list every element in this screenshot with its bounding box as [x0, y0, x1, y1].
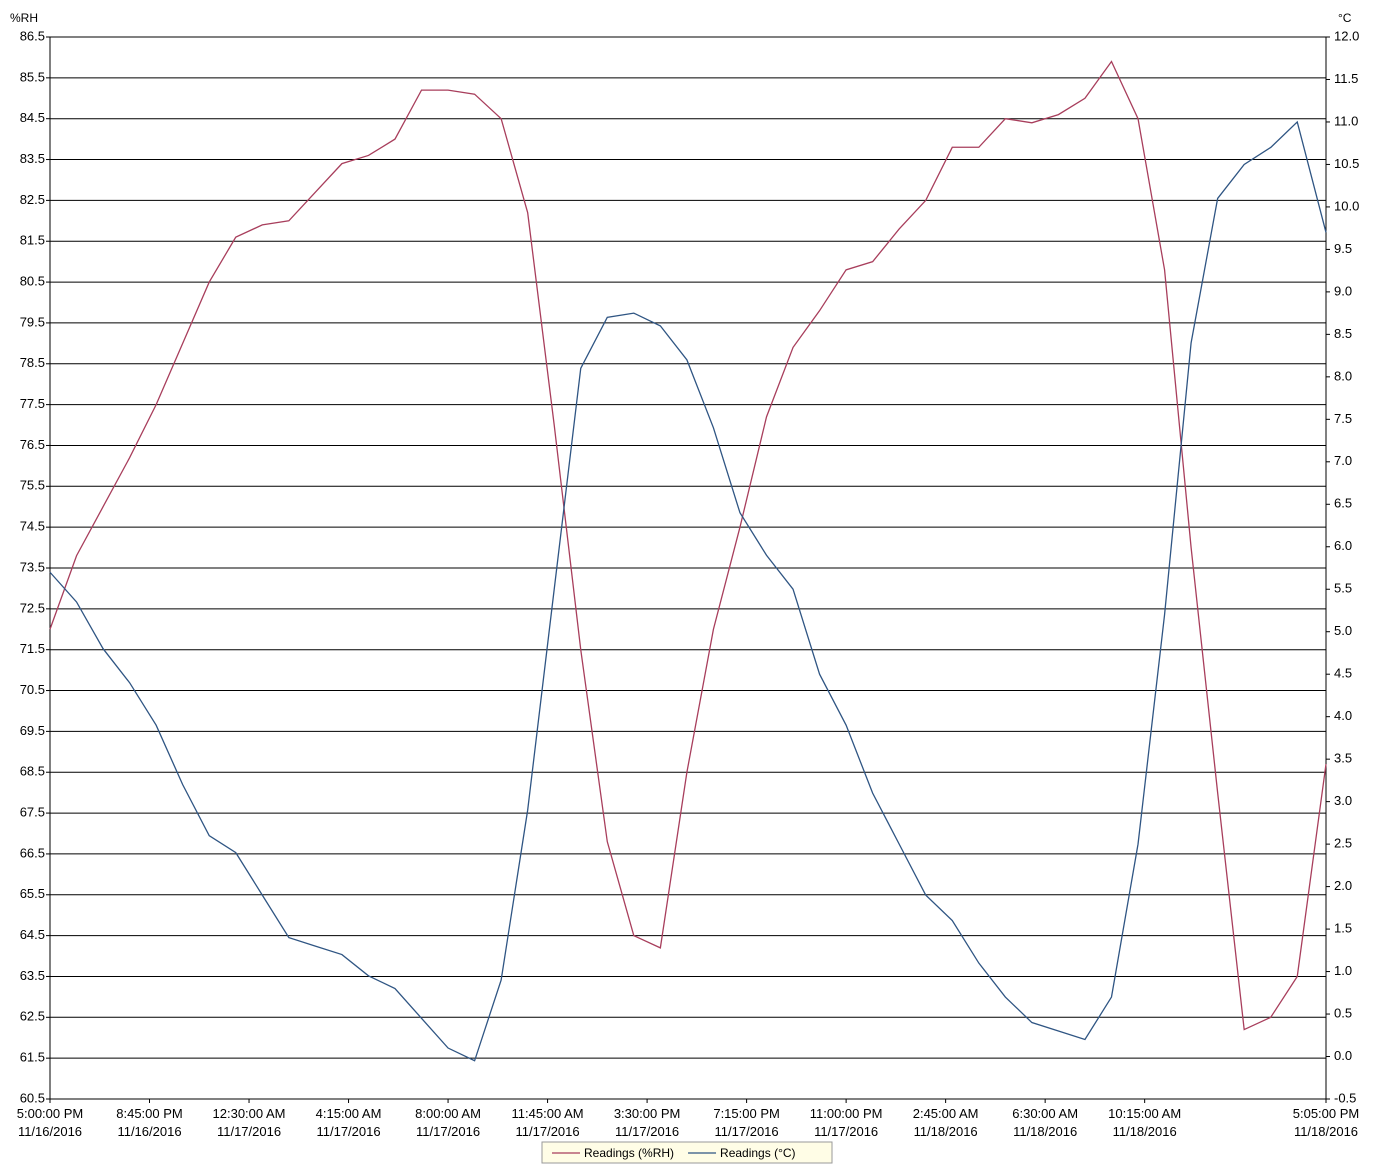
y-tick-label: 79.5	[20, 314, 45, 329]
y2-tick-label: 6.0	[1334, 538, 1352, 553]
y-tick-label: 62.5	[20, 1009, 45, 1024]
y-tick-label: 80.5	[20, 274, 45, 289]
y-tick-label: 76.5	[20, 437, 45, 452]
y-tick-label: 61.5	[20, 1050, 45, 1065]
y-tick-label: 68.5	[20, 764, 45, 779]
series-line	[49, 120, 1327, 1062]
series-line	[49, 60, 1327, 1031]
y2-tick-label: 0.0	[1334, 1048, 1352, 1063]
y-tick-label: 77.5	[20, 396, 45, 411]
y-tick-label: 69.5	[20, 723, 45, 738]
y2-tick-label: 11.0	[1334, 113, 1358, 128]
x-tick-label: 2:45:00 AM 11/18/2016	[913, 1106, 979, 1139]
y-tick-label: 81.5	[20, 233, 45, 248]
x-tick-label: 8:45:00 PM 11/16/2016	[116, 1106, 183, 1139]
y-tick-label: 67.5	[20, 805, 45, 820]
y-tick-label: 70.5	[20, 682, 45, 697]
x-tick-label: 3:30:00 PM 11/17/2016	[614, 1106, 681, 1139]
y2-tick-label: 8.5	[1334, 326, 1352, 341]
y2-tick-label: 6.5	[1334, 496, 1352, 511]
y-tick-label: 63.5	[20, 968, 45, 983]
y-tick-label: 85.5	[20, 69, 45, 84]
y-tick-label: 86.5	[20, 28, 45, 43]
y2-tick-label: -0.5	[1334, 1090, 1356, 1105]
y-tick-label: 65.5	[20, 886, 45, 901]
x-tick-label: 5:00:00 PM 11/16/2016	[17, 1106, 84, 1139]
y-tick-label: 78.5	[20, 355, 45, 370]
legend-box	[541, 1141, 833, 1164]
legend: Readings (%RH) Readings (°C)	[541, 1141, 833, 1164]
y-tick-label: 73.5	[20, 559, 45, 574]
y-tick-label: 72.5	[20, 600, 45, 615]
y-tick-label: 60.5	[20, 1090, 45, 1105]
x-tick-label: 8:00:00 AM 11/17/2016	[415, 1106, 481, 1139]
y2-tick-label: 1.5	[1334, 921, 1352, 936]
y-tick-label: 71.5	[20, 641, 45, 656]
legend-label: Readings (%RH)	[584, 1146, 674, 1160]
y2-tick-label: 10.5	[1334, 156, 1359, 171]
y2-tick-label: 4.5	[1334, 666, 1352, 681]
y-tick-label: 82.5	[20, 192, 45, 207]
y2-tick-label: 7.0	[1334, 453, 1352, 468]
y-tick-label: 74.5	[20, 519, 45, 534]
y2-tick-label: 0.5	[1334, 1005, 1352, 1020]
y-axis-label: %RH	[10, 11, 38, 25]
x-tick-label: 7:15:00 PM 11/17/2016	[713, 1106, 780, 1139]
x-tick-label: 11:00:00 PM 11/17/2016	[810, 1106, 883, 1139]
y-tick-label: 75.5	[20, 478, 45, 493]
x-tick-label: 10:15:00 AM 11/18/2016	[1108, 1106, 1181, 1139]
y2-tick-label: 8.0	[1334, 368, 1352, 383]
y2-tick-label: 11.5	[1334, 71, 1358, 86]
y2-tick-label: 3.0	[1334, 793, 1352, 808]
x-tick-label: 5:05:00 PM 11/18/2016	[1293, 1106, 1360, 1139]
y2-tick-label: 1.0	[1334, 963, 1352, 978]
y2-tick-label: 9.0	[1334, 283, 1352, 298]
y2-tick-label: 7.5	[1334, 411, 1352, 426]
y2-tick-label: 5.0	[1334, 623, 1352, 638]
y2-tick-label: 3.5	[1334, 751, 1352, 766]
y2-tick-label: 9.5	[1334, 241, 1352, 256]
y2-tick-label: 4.0	[1334, 708, 1352, 723]
y-tick-label: 84.5	[20, 110, 45, 125]
x-tick-label: 11:45:00 AM 11/17/2016	[512, 1106, 584, 1139]
x-tick-label: 6:30:00 AM 11/18/2016	[1012, 1106, 1078, 1139]
y2-axis-label: °C	[1338, 11, 1352, 25]
y2-tick-label: 2.5	[1334, 836, 1352, 851]
legend-label: Readings (°C)	[720, 1146, 796, 1160]
y2-tick-label: 2.0	[1334, 878, 1352, 893]
y-tick-label: 83.5	[20, 151, 45, 166]
x-tick-label: 4:15:00 AM 11/17/2016	[316, 1106, 382, 1139]
y2-tick-label: 10.0	[1334, 198, 1359, 213]
y-tick-label: 64.5	[20, 927, 45, 942]
y2-tick-label: 5.5	[1334, 581, 1352, 596]
y-tick-label: 66.5	[20, 845, 45, 860]
x-tick-label: 12:30:00 AM 11/17/2016	[213, 1106, 286, 1139]
y2-tick-label: 12.0	[1334, 28, 1359, 43]
